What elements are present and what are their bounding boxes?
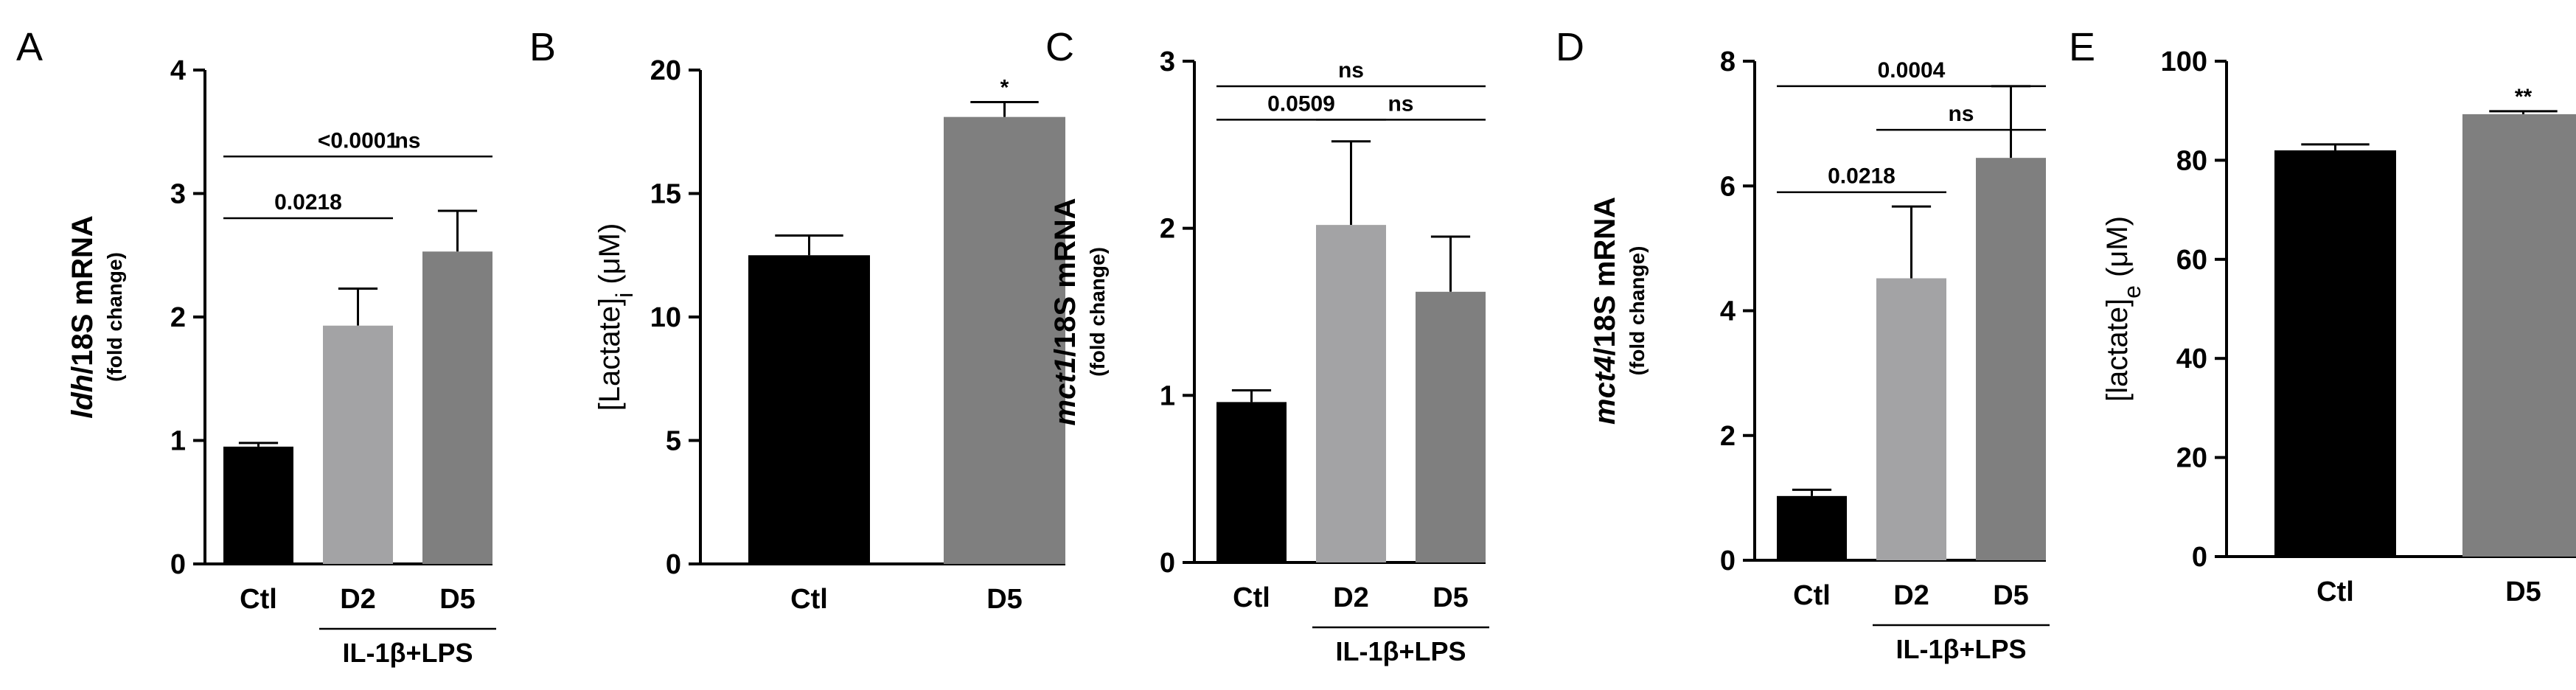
y-tick-label: 8	[1720, 46, 1736, 77]
significance-label: ns	[1948, 102, 1974, 126]
bar-d5	[2462, 114, 2576, 557]
y-tick-label: 0	[1720, 546, 1736, 576]
y-tick-label: 1	[170, 426, 186, 457]
y-tick-label: 0	[2192, 542, 2207, 573]
bar-d5	[1416, 291, 1486, 562]
category-label: D2	[1893, 580, 1929, 611]
bar-d2	[323, 325, 393, 564]
y-axis-label: [lactate]e (μM)	[2101, 216, 2145, 402]
panel-e: E 0 20 40 60 80 100 Ctl D5 ** [lactate]e (μM)	[2069, 25, 2576, 607]
y-tick-label: 2	[1160, 214, 1175, 245]
y-axis-label: [Lactate]i (μM)	[593, 223, 638, 411]
y-axis-label-sub: (fold change)	[1086, 247, 1109, 377]
y-tick-label: 60	[2176, 245, 2207, 276]
significance-star: **	[2515, 85, 2533, 109]
significance-label: 0.0509	[1267, 91, 1335, 116]
category-label: Ctl	[1233, 582, 1270, 613]
y-tick-label: 20	[650, 55, 681, 86]
panel-letter: E	[2069, 25, 2095, 69]
y-tick-label: 15	[650, 179, 681, 210]
significance-label: 0.0004	[1878, 58, 1946, 83]
y-axis-label-main: ldh/18S mRNA	[66, 215, 99, 419]
y-tick-label: 4	[170, 55, 186, 86]
y-tick-label: 0	[170, 549, 186, 580]
bar-ctl	[2274, 150, 2396, 557]
category-label: Ctl	[1793, 580, 1831, 611]
y-tick-label: 20	[2176, 443, 2207, 474]
y-tick-label: 10	[650, 302, 681, 333]
panel-letter: A	[16, 25, 43, 69]
bar-d5	[422, 251, 492, 564]
category-label: D5	[1433, 582, 1469, 613]
bar-d5	[944, 116, 1065, 564]
significance-label: 0.0218	[1828, 164, 1896, 189]
panel-d: D 0 2 4 6 8 Ctl D2 D5 IL-1β+LPS 0.0218 ns0.0004 mct4…	[1556, 25, 2050, 664]
bar-ctl	[1216, 402, 1287, 562]
significance-label: <0.0001	[318, 128, 398, 153]
category-label: D5	[986, 584, 1023, 615]
group-label: IL-1β+LPS	[1335, 636, 1466, 666]
panel-letter: C	[1045, 25, 1074, 69]
panel-b: B 0 5 10 15 20 Ctl D5 * [Lactate]i (μM)	[529, 25, 1065, 615]
significance-label: ns	[1388, 91, 1413, 116]
category-label: Ctl	[240, 584, 277, 615]
y-axis-label: ldh/18S mRNA (fold change)	[66, 215, 126, 419]
category-label: Ctl	[790, 584, 828, 615]
y-tick-label: 40	[2176, 344, 2207, 374]
y-axis-label: mct1/18S mRNA (fold change)	[1049, 198, 1109, 425]
category-label: D2	[1333, 582, 1369, 613]
bar-d2	[1316, 225, 1386, 562]
y-axis-label-main: mct1/18S mRNA	[1049, 198, 1082, 425]
bar-ctl	[223, 446, 293, 564]
group-label: IL-1β+LPS	[342, 638, 473, 668]
significance-label: ns	[1338, 58, 1364, 83]
category-label: Ctl	[2316, 576, 2354, 607]
y-tick-label: 2	[170, 302, 186, 333]
y-tick-label: 100	[2161, 46, 2207, 77]
y-axis-label-sub: (fold change)	[1626, 246, 1649, 376]
y-tick-label: 0	[666, 549, 681, 580]
y-tick-label: 3	[1160, 46, 1175, 77]
y-axis-label-main: [lactate]e (μM)	[2101, 216, 2145, 402]
group-label: IL-1β+LPS	[1896, 634, 2026, 664]
y-axis-label-main: [Lactate]i (μM)	[593, 223, 638, 411]
bar-ctl	[1777, 495, 1847, 560]
y-tick-label: 5	[666, 426, 681, 457]
category-label: D2	[340, 584, 376, 615]
category-label: D5	[1993, 580, 2029, 611]
category-label: D5	[439, 584, 476, 615]
significance-label: 0.0218	[274, 190, 342, 215]
significance-label: ns	[394, 128, 420, 153]
panel-letter: D	[1556, 25, 1584, 69]
y-tick-label: 80	[2176, 145, 2207, 176]
y-tick-label: 4	[1720, 296, 1736, 327]
y-tick-label: 0	[1160, 548, 1175, 579]
y-tick-label: 3	[170, 179, 186, 210]
y-tick-label: 1	[1160, 380, 1175, 411]
panel-letter: B	[529, 25, 556, 69]
panel-a: A 0 1 2 3 4 Ctl D2 D5 IL-1β+LPS 0.0218 ns<0.0001 ldh…	[16, 25, 496, 668]
bar-ctl	[748, 255, 870, 564]
y-axis-label: mct4/18S mRNA (fold change)	[1589, 197, 1649, 425]
y-axis-label-main: mct4/18S mRNA	[1589, 197, 1621, 425]
bar-d5	[1976, 158, 2046, 560]
y-tick-label: 6	[1720, 171, 1736, 202]
bar-d2	[1876, 278, 1946, 560]
y-axis-label-sub: (fold change)	[103, 252, 126, 382]
significance-star: *	[1000, 76, 1009, 100]
y-tick-label: 2	[1720, 421, 1736, 452]
category-label: D5	[2505, 576, 2541, 607]
